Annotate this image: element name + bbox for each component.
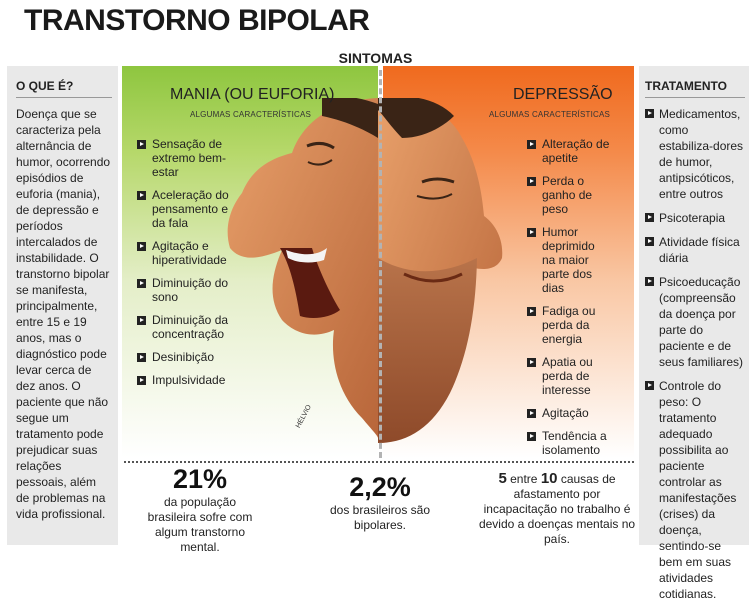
treatment-list: Medicamentos, como estabiliza-dores de h… bbox=[645, 106, 745, 602]
arrow-icon bbox=[527, 409, 536, 418]
treatment-heading: TRATAMENTO bbox=[645, 78, 745, 98]
stat-work-leave: 5 entre 10 causas de afastamento por inc… bbox=[478, 470, 636, 546]
list-item: Apatia ou perda de interesse bbox=[527, 355, 611, 397]
arrow-icon bbox=[137, 376, 146, 385]
arrow-icon bbox=[645, 213, 654, 222]
list-item: Psicoterapia bbox=[645, 210, 745, 226]
arrow-icon bbox=[527, 140, 536, 149]
list-item: Agitação e hiperatividade bbox=[137, 239, 237, 267]
list-item: Aceleração do pensamento e da fala bbox=[137, 188, 237, 230]
list-item: Fadiga ou perda da energia bbox=[527, 304, 611, 346]
stat-value: 2,2% bbox=[349, 472, 411, 502]
list-item: Impulsividade bbox=[137, 373, 237, 387]
stat-text: dos brasileiros são bipolares. bbox=[329, 503, 431, 532]
stat-mental-disorder: 21% da população brasileira sofre com al… bbox=[140, 463, 260, 555]
mania-list: Sensação de extremo bem-estar Aceleração… bbox=[137, 137, 237, 396]
list-item: Atividade física diária bbox=[645, 234, 745, 266]
arrow-icon bbox=[527, 307, 536, 316]
stat-text: da população brasileira sofre com algum … bbox=[147, 495, 253, 554]
stat-value: 10 bbox=[540, 470, 558, 487]
arrow-icon bbox=[527, 228, 536, 237]
stat-bipolar: 2,2% dos brasileiros são bipolares. bbox=[320, 471, 440, 533]
list-item: Perda o ganho de peso bbox=[527, 174, 611, 216]
stat-text: causas de afastamento por incapacitação … bbox=[478, 472, 636, 546]
symptoms-heading: SINTOMAS bbox=[338, 50, 413, 66]
arrow-icon bbox=[527, 432, 536, 441]
list-item: Alteração de apetite bbox=[527, 137, 611, 165]
depression-subtitle: ALGUMAS CARACTERÍSTICAS bbox=[489, 110, 611, 119]
arrow-icon bbox=[137, 316, 146, 325]
list-item: Psicoeducação (compreensão da doença por… bbox=[645, 274, 745, 370]
stat-value: 5 bbox=[498, 470, 507, 487]
what-is-heading: O QUE É? bbox=[16, 78, 112, 98]
arrow-icon bbox=[137, 140, 146, 149]
dotted-separator bbox=[124, 461, 634, 463]
mania-title: MANIA (OU EUFORIA) bbox=[170, 86, 335, 103]
what-is-text: Doença que se caracteriza pela alternânc… bbox=[16, 107, 111, 521]
list-item: Tendência a isolamento bbox=[527, 429, 611, 457]
arrow-icon bbox=[645, 237, 654, 246]
treatment-panel: TRATAMENTO Medicamentos, como estabiliza… bbox=[639, 66, 749, 601]
depression-title: DEPRESSÃO bbox=[513, 86, 613, 103]
arrow-icon bbox=[137, 279, 146, 288]
arrow-icon bbox=[645, 381, 654, 390]
arrow-icon bbox=[137, 191, 146, 200]
list-item: Humor deprimido na maior parte dos dias bbox=[527, 225, 611, 295]
list-item: Diminuição da concentração bbox=[137, 313, 237, 341]
list-item: Controle do peso: O tratamento adequado … bbox=[645, 378, 745, 602]
page-title: TRANSTORNO BIPOLAR bbox=[24, 4, 370, 37]
list-item: Medicamentos, como estabiliza-dores de h… bbox=[645, 106, 745, 202]
list-item: Diminuição do sono bbox=[137, 276, 237, 304]
arrow-icon bbox=[645, 109, 654, 118]
what-is-panel: O QUE É? Doença que se caracteriza pela … bbox=[7, 66, 118, 545]
list-item: Sensação de extremo bem-estar bbox=[137, 137, 237, 179]
arrow-icon bbox=[137, 242, 146, 251]
divider-line bbox=[379, 70, 382, 458]
arrow-icon bbox=[137, 353, 146, 362]
stat-value: 21% bbox=[172, 464, 228, 494]
list-item: Agitação bbox=[527, 406, 611, 420]
arrow-icon bbox=[527, 177, 536, 186]
arrow-icon bbox=[645, 277, 654, 286]
split-face-icon bbox=[227, 98, 503, 443]
mania-subtitle: ALGUMAS CARACTERÍSTICAS bbox=[190, 110, 312, 119]
list-item: Desinibição bbox=[137, 350, 237, 364]
depression-list: Alteração de apetite Perda o ganho de pe… bbox=[527, 137, 611, 466]
arrow-icon bbox=[527, 358, 536, 367]
